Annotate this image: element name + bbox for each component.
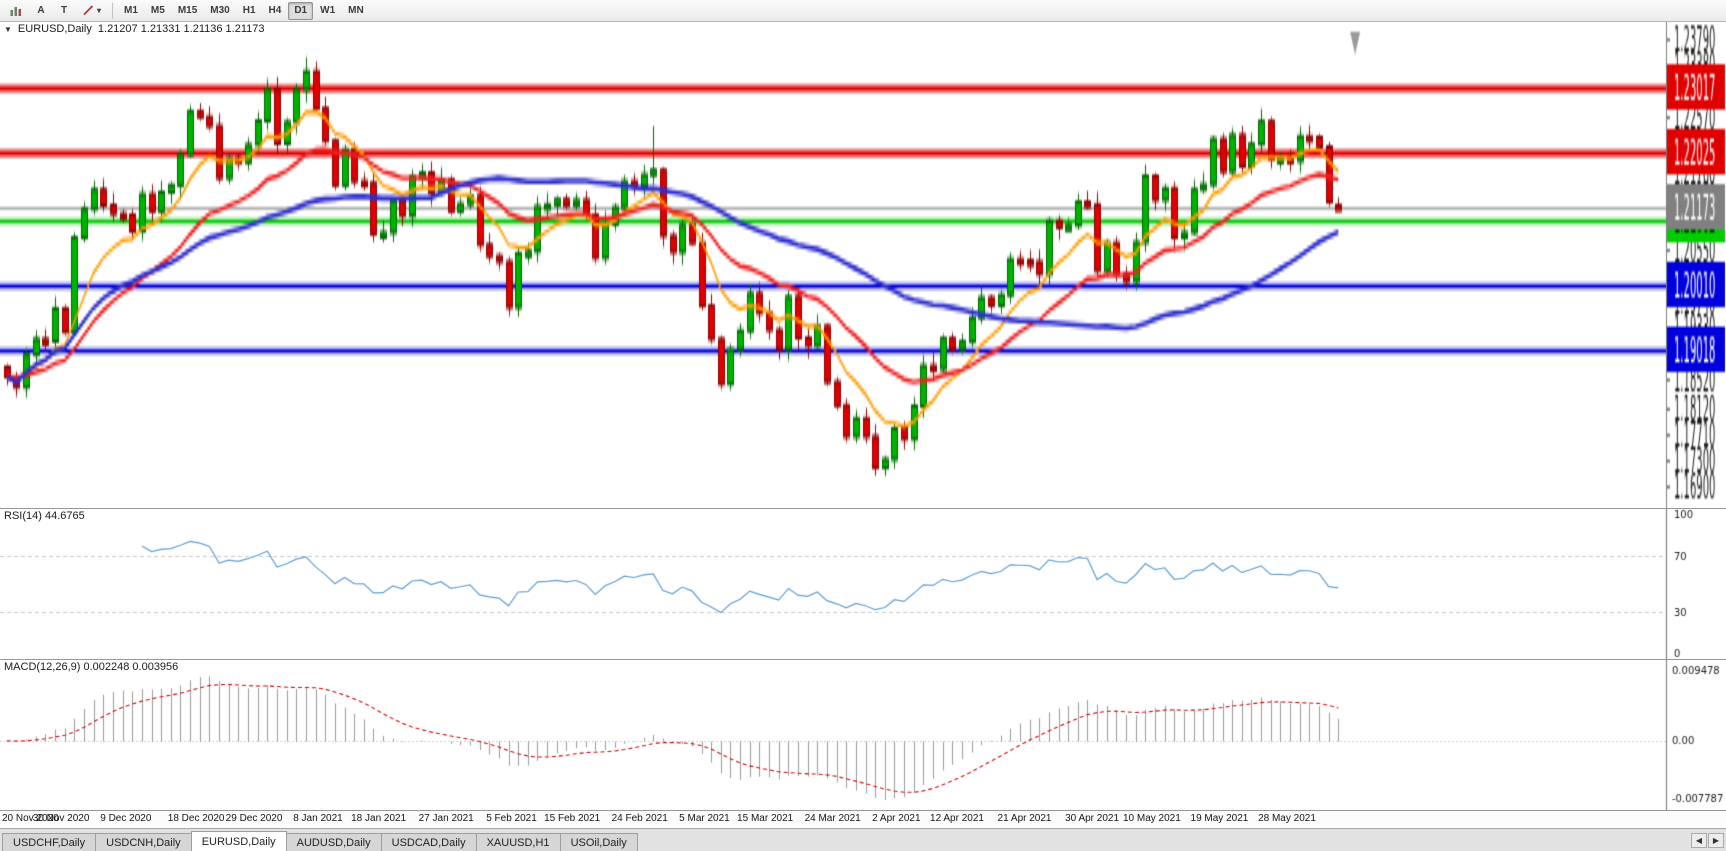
chart-tab-usdcnh[interactable]: USDCNH,Daily: [95, 833, 192, 851]
date-label: 21 Apr 2021: [997, 813, 1052, 824]
date-label: 18 Jan 2021: [351, 813, 407, 824]
tab-scroll-buttons: ◀ ▶: [1691, 833, 1724, 851]
chart-type-button[interactable]: [3, 2, 29, 20]
timeframe-h1-button[interactable]: H1: [237, 2, 262, 20]
timeframe-w1-button[interactable]: W1: [314, 2, 341, 20]
chart-tab-eurusd[interactable]: EURUSD,Daily: [190, 831, 287, 851]
date-label: 29 Dec 2020: [225, 813, 283, 824]
date-label: 27 Jan 2021: [418, 813, 474, 824]
date-label: 5 Mar 2021: [679, 813, 730, 824]
date-label: 15 Mar 2021: [737, 813, 794, 824]
trendline-icon: [83, 5, 94, 16]
chart-tab-usoil[interactable]: USOil,Daily: [559, 833, 638, 851]
type-tool-button[interactable]: T: [53, 2, 75, 20]
timeframe-m15-button[interactable]: M15: [172, 2, 203, 20]
bar-chart-icon: [10, 6, 21, 16]
date-label: 12 Apr 2021: [930, 813, 984, 824]
collapse-arrow-icon[interactable]: ▼: [4, 24, 12, 34]
macd-panel: MACD(12,26,9) 0.002248 0.003956: [0, 659, 1726, 810]
chart-tabs-bar: USDCHF,Daily USDCNH,Daily EURUSD,Daily AUDU…: [0, 828, 1726, 851]
tab-scroll-right-button[interactable]: ▶: [1708, 833, 1724, 848]
chart-tab-usdchf[interactable]: USDCHF,Daily: [2, 833, 97, 851]
chevron-down-icon: ▾: [97, 6, 102, 15]
timeframe-mn-button[interactable]: MN: [342, 2, 370, 20]
date-label: 30 Nov 2020: [32, 813, 90, 824]
chart-tabs: USDCHF,Daily USDCNH,Daily EURUSD,Daily AUDU…: [2, 831, 638, 851]
toolbar-separator: [112, 2, 114, 19]
macd-canvas[interactable]: [0, 660, 1726, 810]
time-axis[interactable]: 20 Nov 2020 30 Nov 2020 9 Dec 2020 18 Dec 2…: [0, 810, 1726, 828]
date-label: 15 Feb 2021: [544, 813, 601, 824]
timeframe-d1-button[interactable]: D1: [288, 1, 314, 20]
date-label: 2 Apr 2021: [872, 813, 921, 824]
date-label: 10 May 2021: [1122, 813, 1181, 824]
timeframe-m5-button[interactable]: M5: [145, 2, 171, 20]
date-label: 19 May 2021: [1190, 813, 1249, 824]
date-label: 18 Dec 2020: [167, 813, 225, 824]
date-label: 9 Dec 2020: [100, 813, 152, 824]
rsi-panel: RSI(14) 44.6765: [0, 508, 1726, 659]
toolbar: A T ▾ M1 M5 M15 M30 H1 H4 D1 W1 MN: [0, 0, 1726, 22]
timeframe-m30-button[interactable]: M30: [204, 2, 235, 20]
rsi-canvas[interactable]: [0, 509, 1726, 659]
date-label: 30 Apr 2021: [1065, 813, 1120, 824]
timeframe-m1-button[interactable]: M1: [118, 2, 144, 20]
date-label: 24 Mar 2021: [804, 813, 861, 824]
text-tool-button[interactable]: A: [30, 2, 52, 20]
date-label: 28 May 2021: [1258, 813, 1316, 824]
date-label: 24 Feb 2021: [611, 813, 668, 824]
date-label: 8 Jan 2021: [293, 813, 343, 824]
price-chart-canvas[interactable]: [0, 22, 1726, 508]
line-tool-button[interactable]: ▾: [76, 2, 107, 20]
chart-tab-xauusd[interactable]: XAUUSD,H1: [475, 833, 561, 851]
timeframe-toolbar: M1 M5 M15 M30 H1 H4 D1 W1 MN: [118, 1, 370, 20]
timeframe-h4-button[interactable]: H4: [263, 2, 288, 20]
tab-scroll-left-button[interactable]: ◀: [1691, 833, 1707, 848]
chart-tab-audusd[interactable]: AUDUSD,Daily: [285, 833, 382, 851]
price-chart-panel: ▼ EURUSD,Daily 1.21207 1.21331 1.21136 1…: [0, 22, 1726, 508]
chart-tab-usdcad[interactable]: USDCAD,Daily: [380, 833, 477, 851]
date-label: 20 Nov 2020: [2, 813, 59, 824]
date-label: 5 Feb 2021: [486, 813, 537, 824]
